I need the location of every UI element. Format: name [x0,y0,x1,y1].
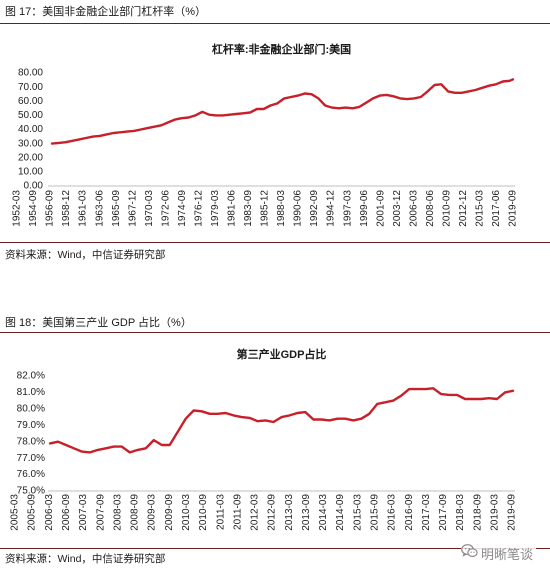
x-tick-label: 2013-03 [284,494,295,531]
x-tick-label: 1952-03 [12,190,23,227]
x-tick-label: 2006-03 [408,190,419,227]
series-line [50,78,515,145]
caption-divider [0,23,550,24]
source-divider [0,548,550,549]
x-tick-label: 1981-06 [227,190,238,227]
x-tick-label: 2005-09 [27,494,38,531]
y-tick-label: 79.0% [17,420,45,431]
x-tick-label: 2016-09 [404,494,415,531]
x-tick-label: 2017-06 [491,190,502,227]
x-tick-label: 2018-09 [472,494,483,531]
y-tick-label: 70.00 [18,82,43,93]
x-tick-label: 2017-03 [421,494,432,531]
x-tick-label: 1979-03 [210,190,221,227]
x-tick-label: 1985-12 [260,190,271,227]
x-tick-label: 2019-03 [490,494,501,531]
y-tick-label: 78.0% [17,436,45,447]
x-tick-label: 1974-09 [177,190,188,227]
x-tick-label: 2012-12 [458,190,469,227]
x-tick-label: 1963-06 [94,190,105,227]
figure-18-source: 资料来源：Wind，中信证券研究部 [5,553,166,565]
x-tick-label: 2008-03 [112,494,123,531]
x-tick-label: 2015-03 [352,494,363,531]
x-tick-label: 2007-09 [95,494,106,531]
x-tick-label: 1988-03 [276,190,287,227]
x-tick-label: 1961-03 [78,190,89,227]
x-tick-label: 2012-09 [267,494,278,531]
x-tick-label: 2010-09 [198,494,209,531]
x-tick-label: 1972-06 [160,190,171,227]
x-tick-label: 2014-03 [318,494,329,531]
figure-18-caption: 图 18：美国第三产业 GDP 占比（%） [5,317,192,329]
x-tick-label: 2013-09 [301,494,312,531]
x-tick-label: 2019-09 [507,494,518,531]
chart-2-title: 第三产业GDP占比 [236,349,327,361]
y-tick-label: 77.0% [17,453,45,464]
y-tick-label: 76.0% [17,469,45,480]
x-tick-label: 2009-09 [164,494,175,531]
x-tick-label: 2011-09 [232,494,243,530]
x-tick-label: 1970-03 [144,190,155,227]
x-tick-label: 2016-03 [387,494,398,531]
y-tick-label: 40.00 [18,124,43,135]
y-tick-label: 0.00 [24,181,44,192]
x-tick-label: 1992-09 [309,190,320,227]
x-tick-label: 1997-03 [342,190,353,227]
x-tick-label: 2015-09 [370,494,381,531]
y-tick-label: 30.00 [18,138,43,149]
x-tick-label: 1990-06 [293,190,304,227]
x-tick-label: 2006-09 [61,494,72,531]
x-tick-label: 1954-09 [28,190,39,227]
figure-17-source: 资料来源：Wind，中信证券研究部 [5,249,166,261]
x-tick-label: 2012-03 [250,494,261,531]
x-tick-label: 1983-09 [243,190,254,227]
x-tick-label: 2009-03 [147,494,158,531]
y-tick-label: 82.0% [17,371,45,382]
y-tick-label: 75.0% [17,486,45,497]
x-tick-label: 2007-03 [78,494,89,531]
x-tick-label: 1958-12 [61,190,72,227]
x-tick-label: 1976-12 [194,190,205,227]
x-tick-label: 2015-03 [475,190,486,227]
x-tick-label: 2010-09 [442,190,453,227]
y-tick-label: 50.00 [18,110,43,121]
x-tick-label: 1999-06 [359,190,370,227]
x-tick-label: 2008-06 [425,190,436,227]
figure-17-caption: 图 17：美国非金融企业部门杠杆率（%） [5,6,207,18]
x-tick-label: 2014-09 [335,494,346,531]
x-tick-label: 1994-12 [326,190,337,227]
x-tick-label: 2001-09 [375,190,386,227]
x-tick-label: 2019-09 [508,190,519,227]
source-divider [0,242,550,243]
y-tick-label: 80.0% [17,403,45,414]
y-tick-label: 20.00 [18,152,43,163]
wechat-logo-icon [461,543,478,563]
x-tick-label: 1965-09 [111,190,122,227]
y-tick-label: 81.0% [17,387,45,398]
chart-1-title: 杠杆率:非金融企业部门:美国 [211,44,352,56]
x-tick-label: 2017-09 [438,494,449,531]
x-tick-label: 2011-03 [215,494,226,530]
x-tick-label: 2010-03 [181,494,192,531]
x-tick-label: 1956-09 [45,190,56,227]
watermark-text: 明晰笔谈 [481,546,534,562]
watermark: 明晰笔谈 [461,543,537,563]
y-tick-label: 80.00 [18,68,43,79]
caption-divider [0,332,550,333]
x-tick-label: 2006-03 [44,494,55,531]
series-line [48,387,515,454]
x-tick-label: 1967-12 [127,190,138,227]
y-tick-label: 60.00 [18,96,43,107]
x-tick-label: 2005-03 [10,494,21,531]
x-tick-label: 2008-09 [130,494,141,531]
y-tick-label: 10.00 [18,167,43,178]
x-tick-label: 2018-03 [455,494,466,531]
x-tick-label: 2003-12 [392,190,403,227]
